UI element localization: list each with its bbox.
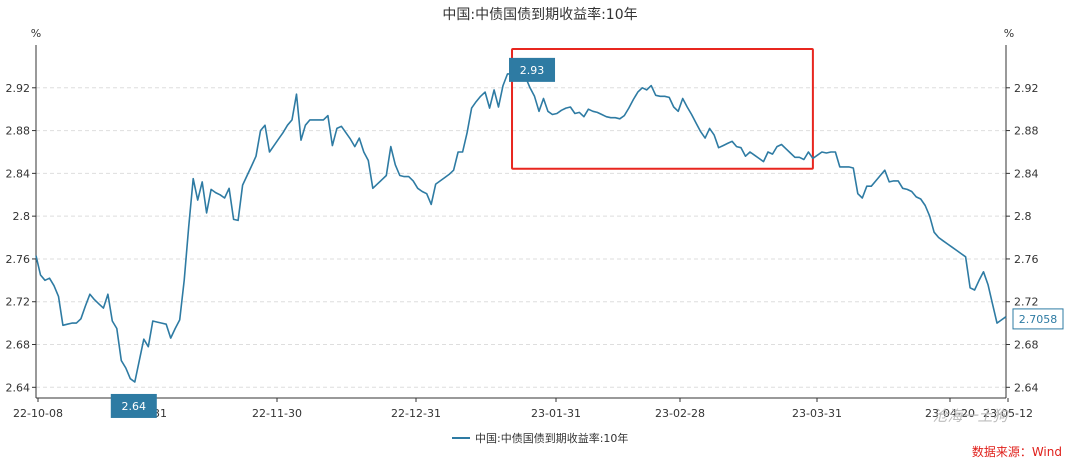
x-tick-label: 23-04-20 xyxy=(925,407,975,420)
x-tick-label: 23-05-12 xyxy=(983,407,1033,420)
max-value-flag xyxy=(509,57,556,82)
series-line xyxy=(35,72,1007,383)
y-tick-label-right: 2.92 xyxy=(1014,82,1039,95)
last-value-box xyxy=(1012,308,1064,330)
y-ticks-right: 2.64 2.68 2.72 2.76 2.8 2.84 2.88 2.92 xyxy=(1006,82,1039,394)
x-tick-label: 23-02-28 xyxy=(655,407,705,420)
x-tick-label: 22-10-08 xyxy=(13,407,63,420)
x-tick-label: 22-11-30 xyxy=(252,407,302,420)
source-label: 数据来源：Wind xyxy=(972,444,1062,459)
y-tick-label: 2.64 xyxy=(6,381,31,394)
min-value-label: 2.64 xyxy=(122,400,147,413)
y-tick-label-right: 2.76 xyxy=(1014,253,1039,266)
y-unit-right: % xyxy=(1004,27,1014,40)
y-tick-label-right: 2.88 xyxy=(1014,125,1039,138)
legend-label: 中国:中债国债到期收益率:10年 xyxy=(475,431,628,445)
x-tick-label: 23-03-31 xyxy=(792,407,842,420)
highlight-box xyxy=(511,47,814,170)
y-tick-label-right: 2.8 xyxy=(1014,210,1032,223)
y-tick-label: 2.76 xyxy=(6,253,31,266)
y-tick-label-right: 2.84 xyxy=(1014,167,1039,180)
chart-title: 中国:中债国债到期收益率:10年 xyxy=(442,6,637,23)
y-ticks-left: 2.64 2.68 2.72 2.76 2.8 2.84 2.88 2.92 xyxy=(6,82,36,394)
last-value-label: 2.7058 xyxy=(1019,313,1058,326)
max-value-label: 2.93 xyxy=(520,64,545,77)
y-tick-label-right: 2.68 xyxy=(1014,339,1039,352)
x-ticks: 22-10-0822-10-3122-11-3022-12-3123-01-31… xyxy=(13,398,1033,420)
grid-lines xyxy=(36,87,1006,388)
x-tick-label: 22-12-31 xyxy=(391,407,441,420)
min-value-flag xyxy=(110,393,157,418)
x-tick-label: 23-01-31 xyxy=(531,407,581,420)
y-tick-label: 2.88 xyxy=(6,125,31,138)
y-tick-label-right: 2.72 xyxy=(1014,296,1039,309)
y-tick-label: 2.8 xyxy=(13,210,31,223)
y-unit-left: % xyxy=(31,27,41,40)
axes xyxy=(35,45,1007,399)
y-tick-label: 2.68 xyxy=(6,339,31,352)
watermark: 沧海一土狗 xyxy=(932,407,1009,425)
annotations: 2.64 2.93 2.7058 xyxy=(110,57,1064,418)
legend: 中国:中债国债到期收益率:10年 xyxy=(452,431,628,445)
y-tick-label: 2.84 xyxy=(6,167,31,180)
y-tick-label-right: 2.64 xyxy=(1014,381,1039,394)
y-tick-label: 2.92 xyxy=(6,82,31,95)
y-tick-label: 2.72 xyxy=(6,296,31,309)
